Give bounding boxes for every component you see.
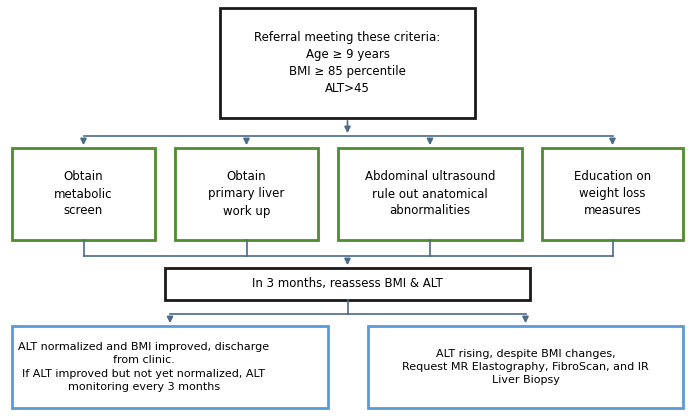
Text: Education on
weight loss
measures: Education on weight loss measures bbox=[574, 171, 651, 218]
Bar bbox=[12, 148, 155, 240]
Text: Referral meeting these criteria:
Age ≥ 9 years
BMI ≥ 85 percentile
ALT>45: Referral meeting these criteria: Age ≥ 9… bbox=[254, 31, 441, 95]
Text: Obtain
primary liver
work up: Obtain primary liver work up bbox=[208, 171, 285, 218]
Bar bbox=[220, 8, 475, 118]
Text: Obtain
metabolic
screen: Obtain metabolic screen bbox=[54, 171, 113, 218]
Bar bbox=[12, 326, 328, 408]
Bar bbox=[165, 268, 530, 300]
Bar bbox=[542, 148, 683, 240]
Text: ALT rising, despite BMI changes,
Request MR Elastography, FibroScan, and IR
Live: ALT rising, despite BMI changes, Request… bbox=[402, 349, 649, 385]
Bar bbox=[338, 148, 522, 240]
Bar bbox=[175, 148, 318, 240]
Text: ALT normalized and BMI improved, discharge
from clinic.
If ALT improved but not : ALT normalized and BMI improved, dischar… bbox=[18, 342, 269, 392]
Text: Abdominal ultrasound
rule out anatomical
abnormalities: Abdominal ultrasound rule out anatomical… bbox=[365, 171, 496, 218]
Bar bbox=[368, 326, 683, 408]
Text: In 3 months, reassess BMI & ALT: In 3 months, reassess BMI & ALT bbox=[252, 277, 443, 290]
